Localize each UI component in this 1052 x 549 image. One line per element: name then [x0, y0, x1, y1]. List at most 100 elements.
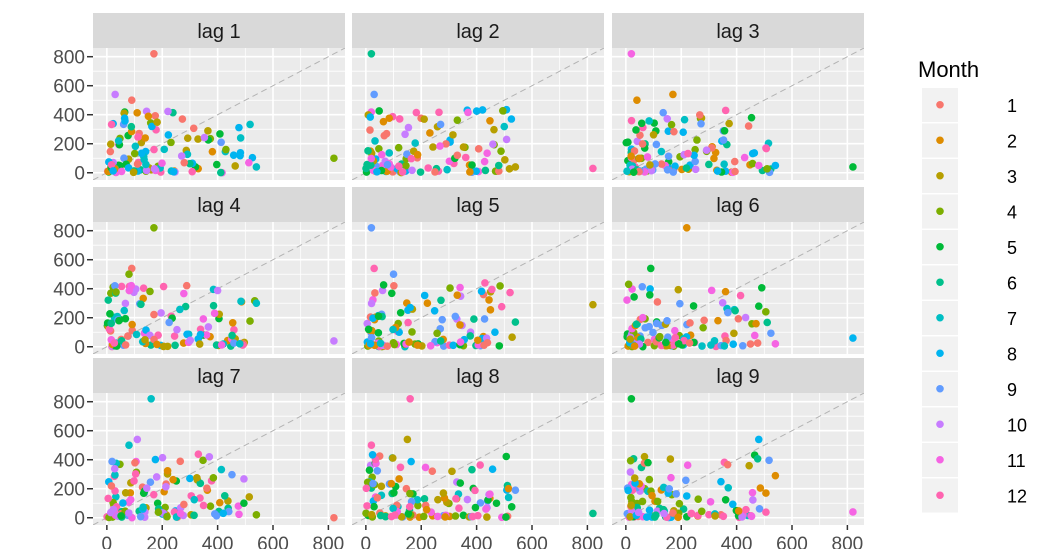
legend-label: 9	[1007, 380, 1017, 400]
data-point	[734, 314, 743, 323]
data-point	[437, 296, 445, 305]
data-point	[228, 470, 236, 479]
data-point	[711, 512, 719, 520]
data-point	[632, 126, 640, 134]
data-point	[203, 484, 211, 493]
y-tick-label: 200	[53, 480, 85, 501]
x-tick-label: 0	[102, 534, 113, 549]
legend-label: 4	[1007, 202, 1017, 222]
data-point	[119, 499, 127, 507]
data-point	[136, 512, 145, 521]
data-point	[721, 287, 730, 296]
data-point	[627, 395, 636, 403]
data-point	[235, 510, 243, 519]
data-point	[433, 512, 442, 521]
legend-symbol	[936, 455, 944, 464]
data-point	[723, 460, 732, 469]
data-point	[754, 161, 763, 170]
data-point	[728, 500, 737, 509]
data-point	[424, 164, 433, 172]
panel-points	[363, 224, 597, 351]
data-point	[362, 484, 371, 493]
data-point	[468, 465, 476, 474]
data-point	[176, 457, 185, 466]
data-point	[150, 50, 158, 58]
data-point	[849, 334, 857, 342]
data-point	[661, 338, 670, 347]
data-point	[496, 282, 504, 290]
data-point	[142, 326, 150, 334]
y-tick-label: 400	[53, 280, 85, 301]
data-point	[476, 499, 485, 507]
data-point	[645, 475, 654, 484]
data-point	[196, 479, 205, 488]
data-point	[753, 455, 762, 463]
data-point	[177, 152, 186, 160]
data-point	[669, 90, 677, 99]
data-point	[154, 508, 163, 517]
legend-label: 1	[1007, 96, 1017, 116]
legend-label: 7	[1007, 309, 1017, 329]
data-point	[419, 512, 428, 521]
data-point	[639, 313, 647, 322]
data-point	[471, 503, 480, 512]
data-point	[730, 329, 738, 338]
y-tick-label: 600	[53, 251, 85, 272]
legend-label: 10	[1007, 415, 1027, 435]
data-point	[371, 289, 379, 297]
data-point	[745, 461, 753, 470]
data-point	[747, 512, 756, 521]
data-point	[137, 300, 145, 309]
facet-strip	[612, 358, 864, 393]
data-point	[589, 300, 597, 309]
data-point	[209, 474, 218, 482]
data-point	[151, 455, 160, 464]
data-point	[449, 131, 457, 139]
facet-panel-6: lag 6	[612, 187, 864, 354]
data-point	[169, 475, 177, 484]
facet-strip-label: lag 6	[716, 195, 759, 217]
data-point	[765, 456, 773, 465]
data-point	[448, 467, 456, 476]
data-point	[405, 502, 414, 511]
legend-label: 2	[1007, 131, 1017, 151]
data-point	[142, 484, 151, 492]
data-point	[150, 224, 158, 232]
data-point	[396, 463, 405, 472]
data-point	[401, 130, 409, 139]
data-point	[127, 281, 136, 290]
data-point	[107, 160, 116, 169]
data-point	[644, 338, 652, 347]
data-point	[146, 287, 154, 296]
data-point	[679, 128, 688, 137]
data-point	[134, 133, 142, 141]
facet-strip	[352, 358, 604, 393]
data-point	[109, 167, 117, 175]
data-point	[408, 328, 416, 336]
data-point	[671, 333, 680, 342]
data-point	[252, 163, 261, 171]
facet-strip	[352, 187, 604, 222]
identity-line	[352, 393, 604, 525]
data-point	[235, 340, 244, 348]
data-point	[762, 144, 771, 153]
data-point	[762, 508, 770, 516]
data-point	[623, 296, 631, 304]
facet-strip	[612, 187, 864, 222]
data-point	[157, 309, 165, 317]
data-point	[627, 116, 636, 125]
data-point	[202, 331, 211, 339]
data-point	[132, 330, 141, 339]
data-point	[430, 306, 439, 315]
data-point	[649, 130, 658, 139]
data-point	[483, 149, 491, 158]
data-point	[719, 512, 728, 521]
data-point	[228, 331, 236, 340]
data-point	[624, 280, 633, 289]
data-point	[200, 133, 209, 142]
data-point	[133, 160, 142, 168]
data-point	[212, 511, 221, 520]
data-point	[413, 150, 422, 159]
identity-line	[93, 393, 345, 525]
